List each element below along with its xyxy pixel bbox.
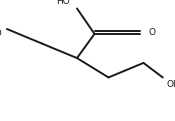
Text: O: O [149,28,156,37]
Text: HO: HO [56,0,70,6]
Text: OH: OH [166,80,175,89]
Text: HO: HO [0,29,2,38]
